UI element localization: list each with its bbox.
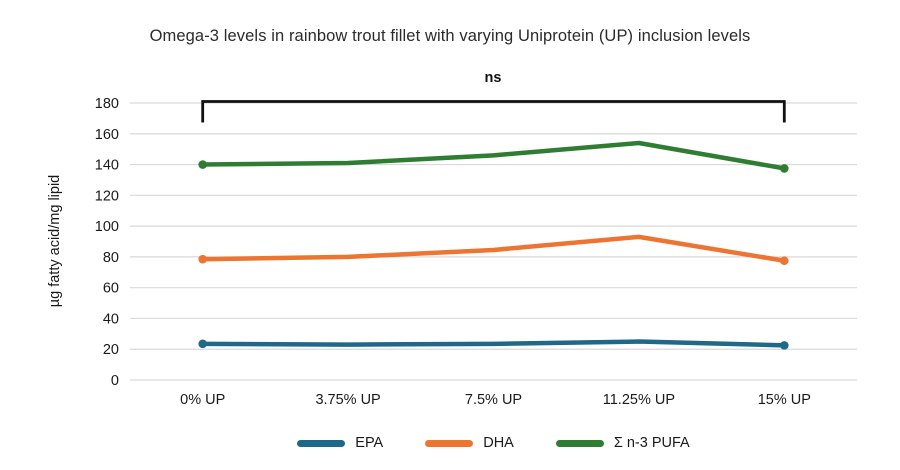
legend-item-EPA: EPA — [297, 435, 383, 451]
y-tick-label: 100 — [95, 219, 119, 235]
x-tick-label: 7.5% UP — [465, 392, 522, 408]
y-tick-label: 180 — [95, 96, 119, 112]
legend-swatch — [425, 439, 474, 447]
y-tick-label: 120 — [95, 188, 119, 204]
legend-swatch — [555, 439, 604, 447]
significance-bracket — [201, 100, 786, 123]
x-tick-label: 15% UP — [758, 392, 811, 408]
series-line-DHA — [200, 234, 787, 263]
series-marker — [198, 160, 207, 169]
series-line-EPA — [200, 339, 787, 348]
y-tick-label: 0 — [111, 373, 119, 389]
series-marker — [198, 254, 207, 264]
legend-item-Σ n-3 PUFA: Σ n-3 PUFA — [555, 435, 690, 451]
y-tick-label: 80 — [103, 250, 119, 266]
x-tick-label: 0% UP — [180, 392, 225, 408]
y-axis-title: µg fatty acid/mg lipid — [47, 174, 63, 308]
x-tick-label: 3.75% UP — [315, 392, 380, 408]
legend-label: Σ n-3 PUFA — [613, 435, 690, 451]
legend-label: DHA — [483, 435, 514, 451]
series-marker — [780, 256, 789, 266]
y-tick-label: 20 — [103, 342, 119, 358]
chart-title: Omega-3 levels in rainbow trout fillet w… — [149, 27, 751, 45]
legend: EPA DHA Σ n-3 PUFA — [130, 435, 857, 451]
y-tick-label: 60 — [103, 281, 119, 297]
series-marker — [780, 164, 789, 173]
y-tick-label: 140 — [95, 158, 119, 174]
significance-label: ns — [484, 70, 502, 86]
legend-label: EPA — [355, 435, 384, 451]
legend-item-DHA: DHA — [425, 435, 514, 451]
series-marker — [198, 339, 207, 349]
series-line-Σ n-3 PUFA — [200, 140, 787, 171]
y-tick-label: 160 — [95, 127, 119, 143]
series-marker — [780, 341, 789, 350]
legend-swatch — [297, 439, 346, 447]
x-tick-label: 11.25% UP — [603, 392, 675, 408]
y-tick-label: 40 — [103, 311, 119, 327]
